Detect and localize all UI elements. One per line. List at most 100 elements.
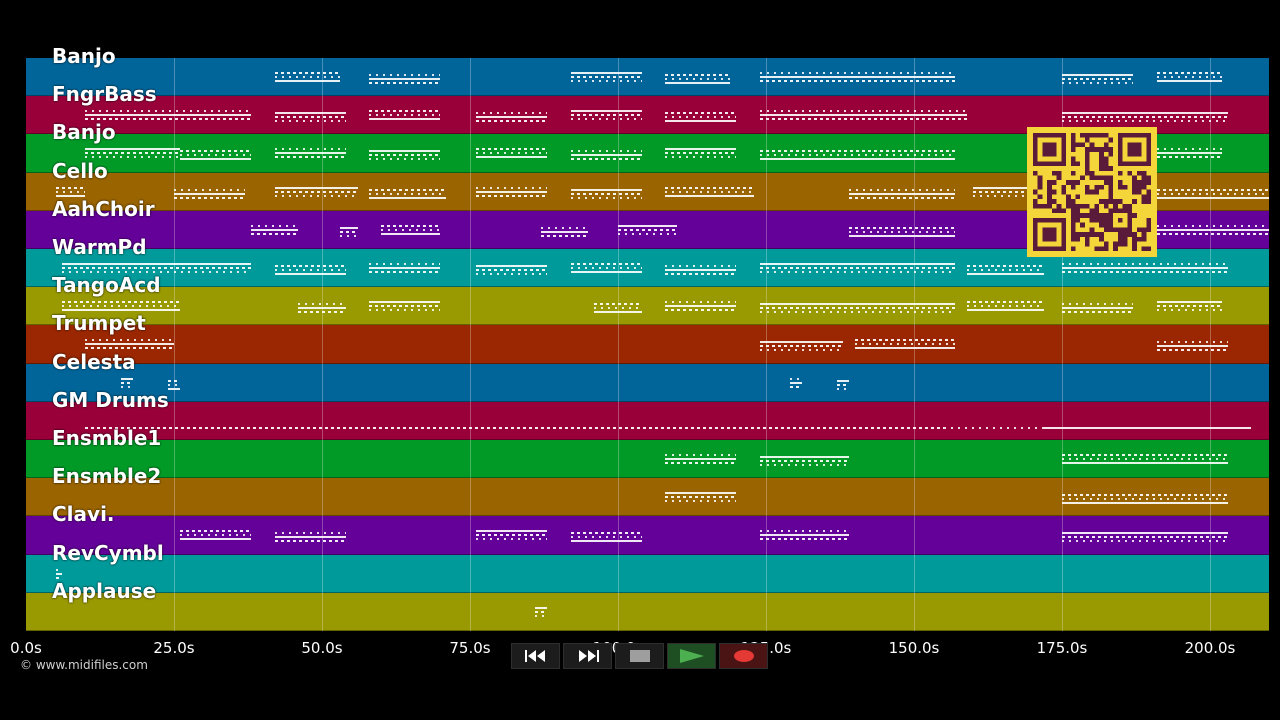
track-label: GM Drums <box>52 387 169 412</box>
qr-code-icon <box>1033 133 1151 251</box>
midi-note <box>369 305 441 308</box>
midi-note <box>274 112 346 115</box>
track-lane <box>26 554 1269 593</box>
midi-note <box>274 540 346 543</box>
midi-note <box>250 224 299 227</box>
stop-button[interactable] <box>615 643 664 669</box>
midi-note <box>475 190 547 193</box>
midi-note <box>1062 78 1134 80</box>
midi-note <box>570 267 642 269</box>
midi-note <box>174 196 246 199</box>
midi-note <box>369 110 441 113</box>
midi-note <box>475 530 547 533</box>
midi-note <box>973 190 1033 193</box>
midi-note <box>1156 188 1269 191</box>
track-lane <box>26 440 1269 479</box>
fast-forward-icon <box>578 650 599 662</box>
midi-note <box>85 343 174 346</box>
midi-note <box>760 460 849 462</box>
midi-note <box>298 303 346 306</box>
midi-note <box>665 112 737 115</box>
midi-note <box>967 273 1045 275</box>
midi-note <box>837 379 849 382</box>
midi-note <box>369 158 441 161</box>
midi-note <box>1044 426 1252 429</box>
midi-note <box>179 150 251 153</box>
midi-note <box>369 188 447 191</box>
track-lane <box>26 401 1269 440</box>
midi-note <box>475 120 547 123</box>
midi-note <box>369 78 441 80</box>
midi-note <box>618 232 678 235</box>
track-lane <box>26 478 1269 517</box>
midi-note <box>760 154 956 157</box>
midi-note <box>570 536 642 539</box>
midi-note <box>274 194 358 197</box>
midi-note <box>369 271 441 273</box>
midi-note <box>760 534 849 537</box>
time-tick-label: 50.0s <box>301 639 343 657</box>
midi-note <box>570 192 642 195</box>
rewind-button[interactable] <box>511 643 560 669</box>
time-tick-label: 200.0s <box>1184 639 1236 657</box>
midi-note <box>339 230 358 233</box>
midi-note <box>369 267 441 269</box>
play-button[interactable] <box>667 643 716 669</box>
midi-note <box>85 118 251 121</box>
midi-note <box>570 150 642 153</box>
midi-note <box>1062 307 1134 310</box>
midi-note <box>760 158 956 161</box>
midi-note <box>594 307 642 310</box>
midi-note <box>475 112 547 115</box>
midi-note <box>168 379 180 382</box>
midi-note <box>760 271 956 273</box>
midi-note <box>120 381 133 384</box>
midi-note <box>570 110 642 113</box>
midi-note <box>120 385 133 388</box>
fast-forward-button[interactable] <box>563 643 612 669</box>
midi-note <box>475 156 547 159</box>
midi-note <box>1062 267 1228 269</box>
midi-note <box>594 303 642 306</box>
midi-note <box>854 339 956 342</box>
track-lane <box>26 287 1269 326</box>
midi-note <box>369 74 441 76</box>
midi-note <box>760 150 956 153</box>
midi-note <box>274 532 346 535</box>
midi-note <box>475 116 547 119</box>
midi-note <box>369 192 447 195</box>
midi-note <box>1156 232 1269 235</box>
midi-note <box>1062 303 1134 306</box>
midi-note <box>665 194 755 197</box>
midi-note <box>967 309 1045 312</box>
midi-note <box>665 269 737 271</box>
midi-note <box>848 226 956 229</box>
midi-note <box>475 273 547 275</box>
midi-note <box>85 148 180 151</box>
midi-note <box>85 426 944 429</box>
midi-note <box>168 383 180 386</box>
midi-note <box>85 110 251 113</box>
transport-controls <box>511 643 769 669</box>
midi-note <box>1062 116 1228 119</box>
midi-note <box>1062 271 1228 273</box>
record-button[interactable] <box>719 643 768 669</box>
midi-note <box>274 152 346 155</box>
midi-note <box>541 226 589 229</box>
midi-note <box>55 190 86 193</box>
track-label: Banjo <box>52 120 116 145</box>
midi-note <box>967 265 1045 267</box>
midi-note <box>179 154 251 157</box>
midi-note <box>274 190 358 193</box>
midi-note <box>665 156 737 159</box>
midi-note <box>369 154 441 157</box>
midi-note <box>760 72 956 74</box>
midi-note <box>475 538 547 541</box>
copyright-notice: © www.midifiles.com <box>20 658 148 672</box>
midi-note <box>1062 454 1228 456</box>
midi-note <box>665 186 755 189</box>
track-label: Clavi. <box>52 502 115 527</box>
midi-note <box>55 576 62 579</box>
midi-note <box>475 152 547 155</box>
midi-note <box>1156 341 1228 344</box>
